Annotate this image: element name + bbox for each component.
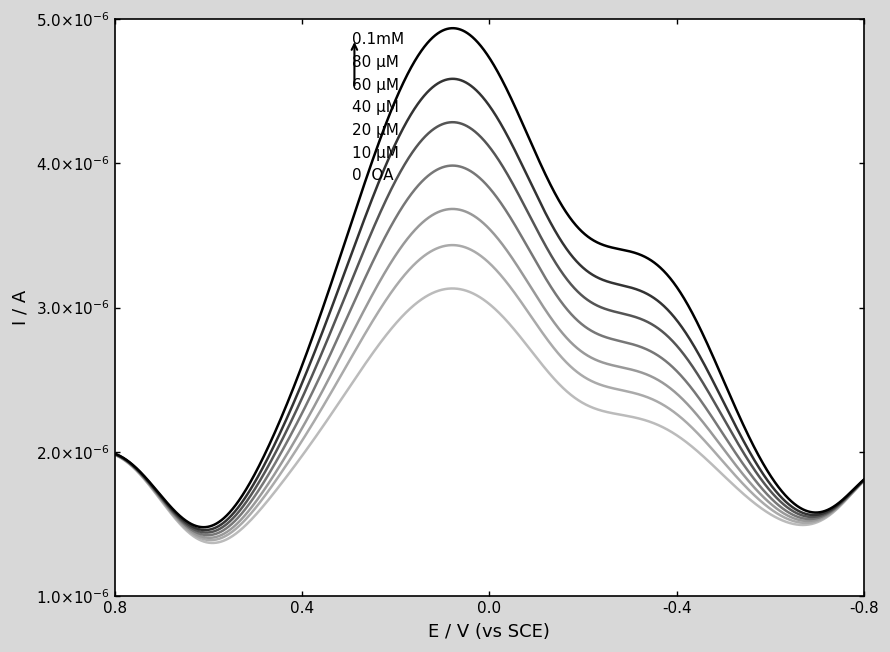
80 μM	[109, 450, 120, 458]
20 μM	[397, 242, 408, 250]
20 μM	[204, 534, 214, 542]
Line: 40 μM: 40 μM	[115, 166, 864, 535]
10 μM	[764, 504, 774, 512]
Line: 0  OA: 0 OA	[115, 288, 864, 543]
Line: 20 μM: 20 μM	[115, 209, 864, 538]
20 μM	[447, 205, 457, 213]
0  OA	[195, 536, 206, 544]
80 μM	[397, 126, 408, 134]
0.1mM	[859, 475, 870, 483]
60 μM	[859, 476, 870, 484]
20 μM	[195, 532, 206, 540]
40 μM	[397, 203, 408, 211]
Line: 10 μM: 10 μM	[115, 245, 864, 540]
60 μM	[201, 529, 212, 537]
40 μM	[109, 451, 120, 458]
40 μM	[429, 167, 440, 175]
80 μM	[859, 476, 870, 484]
80 μM	[429, 82, 440, 89]
20 μM	[859, 477, 870, 484]
0  OA	[447, 284, 457, 292]
80 μM	[195, 526, 206, 533]
20 μM	[845, 491, 855, 499]
80 μM	[239, 494, 250, 502]
60 μM	[195, 527, 206, 535]
10 μM	[206, 536, 216, 544]
0  OA	[109, 451, 120, 459]
Line: 60 μM: 60 μM	[115, 122, 864, 533]
10 μM	[845, 492, 855, 499]
60 μM	[764, 486, 774, 494]
0.1mM	[764, 469, 774, 477]
60 μM	[109, 450, 120, 458]
20 μM	[429, 210, 440, 218]
60 μM	[429, 125, 440, 132]
0.1mM	[198, 524, 209, 531]
0  OA	[845, 492, 855, 499]
10 μM	[239, 516, 250, 524]
0.1mM	[195, 523, 206, 531]
Y-axis label: I / A: I / A	[11, 290, 29, 325]
40 μM	[195, 530, 206, 538]
0  OA	[859, 477, 870, 485]
0  OA	[764, 510, 774, 518]
40 μM	[859, 477, 870, 484]
Line: 0.1mM: 0.1mM	[115, 28, 864, 527]
10 μM	[429, 245, 440, 253]
80 μM	[845, 490, 855, 497]
60 μM	[239, 500, 250, 508]
10 μM	[109, 451, 120, 458]
0  OA	[239, 522, 250, 530]
10 μM	[195, 534, 206, 542]
80 μM	[448, 75, 458, 83]
20 μM	[109, 451, 120, 458]
X-axis label: E / V (vs SCE): E / V (vs SCE)	[428, 623, 550, 641]
10 μM	[447, 241, 457, 249]
Line: 80 μM: 80 μM	[115, 79, 864, 530]
40 μM	[764, 492, 774, 500]
20 μM	[239, 512, 250, 520]
40 μM	[845, 491, 855, 499]
Legend: 0.1mM, 80 μM, 60 μM, 40 μM, 20 μM, 10 μM, 0  OA: 0.1mM, 80 μM, 60 μM, 40 μM, 20 μM, 10 μM…	[347, 33, 404, 183]
0.1mM	[448, 24, 458, 32]
60 μM	[397, 165, 408, 173]
0.1mM	[845, 489, 855, 497]
80 μM	[764, 479, 774, 486]
40 μM	[202, 531, 213, 539]
0.1mM	[239, 488, 250, 496]
0  OA	[429, 288, 440, 296]
60 μM	[448, 118, 458, 126]
0  OA	[397, 312, 408, 320]
20 μM	[764, 499, 774, 507]
40 μM	[447, 162, 457, 170]
80 μM	[199, 526, 210, 534]
0.1mM	[429, 32, 440, 40]
40 μM	[239, 506, 250, 514]
10 μM	[859, 477, 870, 484]
0.1mM	[109, 450, 120, 458]
60 μM	[845, 490, 855, 498]
0.1mM	[397, 81, 408, 89]
10 μM	[397, 274, 408, 282]
0  OA	[207, 539, 218, 547]
